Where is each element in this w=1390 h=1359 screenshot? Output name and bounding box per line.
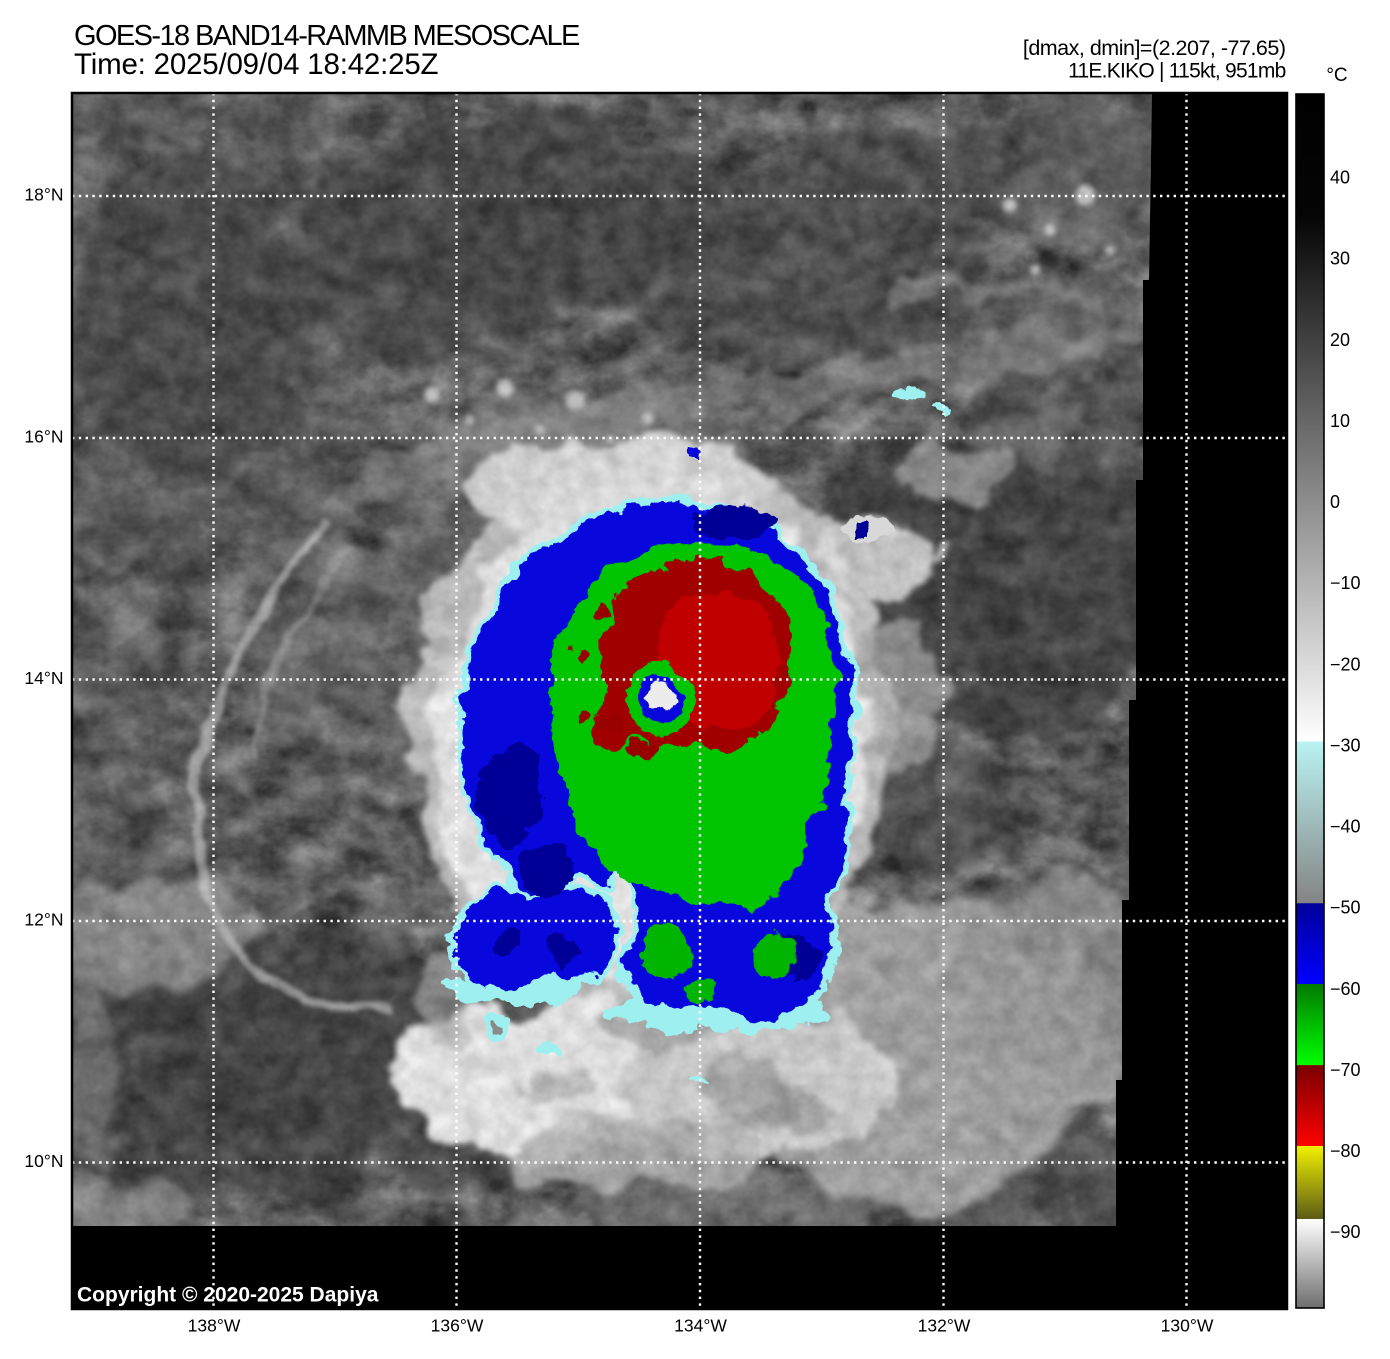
- svg-text:138°W: 138°W: [188, 1316, 241, 1336]
- svg-text:−30: −30: [1330, 736, 1361, 756]
- svg-text:10°N: 10°N: [24, 1151, 63, 1171]
- svg-text:°C: °C: [1326, 65, 1347, 86]
- svg-text:11E.KIKO | 115kt, 951mb: 11E.KIKO | 115kt, 951mb: [1068, 60, 1285, 83]
- svg-text:18°N: 18°N: [24, 185, 63, 205]
- svg-text:20: 20: [1330, 330, 1350, 350]
- svg-text:Time: 2025/09/04 18:42:25Z: Time: 2025/09/04 18:42:25Z: [74, 48, 439, 81]
- svg-text:−70: −70: [1330, 1060, 1361, 1080]
- svg-text:12°N: 12°N: [24, 910, 63, 930]
- svg-text:14°N: 14°N: [24, 668, 63, 688]
- svg-text:40: 40: [1330, 168, 1350, 188]
- svg-text:16°N: 16°N: [24, 427, 63, 447]
- svg-text:−20: −20: [1330, 654, 1361, 674]
- svg-text:−10: −10: [1330, 573, 1361, 593]
- svg-text:Copyright © 2020-2025 Dapiya: Copyright © 2020-2025 Dapiya: [77, 1284, 379, 1307]
- svg-text:134°W: 134°W: [674, 1316, 727, 1336]
- svg-text:GOES-18 BAND14-RAMMB MESOSCALE: GOES-18 BAND14-RAMMB MESOSCALE: [74, 20, 580, 52]
- svg-text:30: 30: [1330, 249, 1350, 269]
- svg-text:136°W: 136°W: [431, 1316, 484, 1336]
- svg-text:−50: −50: [1330, 898, 1361, 918]
- svg-text:10: 10: [1330, 411, 1350, 431]
- svg-text:130°W: 130°W: [1161, 1316, 1214, 1336]
- svg-text:−60: −60: [1330, 979, 1361, 999]
- svg-text:0: 0: [1330, 492, 1340, 512]
- svg-text:−90: −90: [1330, 1222, 1361, 1242]
- svg-text:−80: −80: [1330, 1141, 1361, 1161]
- svg-text:−40: −40: [1330, 817, 1361, 837]
- svg-text:132°W: 132°W: [918, 1316, 971, 1336]
- svg-text:[dmax, dmin]=(2.207, -77.65): [dmax, dmin]=(2.207, -77.65): [1023, 36, 1286, 60]
